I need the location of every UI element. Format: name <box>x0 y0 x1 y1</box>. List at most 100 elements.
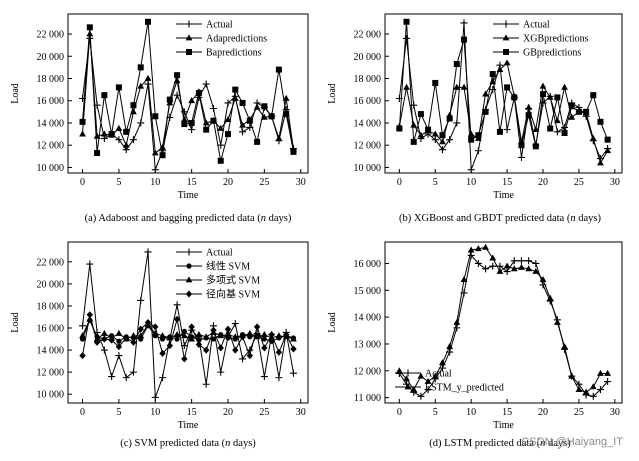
data-point <box>173 331 181 338</box>
data-point <box>460 19 468 27</box>
x-tick-label: 10 <box>150 407 160 418</box>
data-point <box>130 102 137 109</box>
y-tick-label: 16 000 <box>354 259 382 270</box>
data-point <box>174 336 180 342</box>
data-point <box>532 259 540 267</box>
data-point <box>417 392 425 400</box>
data-point <box>202 119 210 126</box>
data-point <box>546 294 554 301</box>
data-point <box>496 128 503 135</box>
data-point <box>525 103 533 110</box>
data-point <box>137 332 145 339</box>
data-point <box>86 24 93 31</box>
data-point <box>546 93 554 100</box>
plot-frame <box>384 13 623 174</box>
data-point <box>568 103 575 110</box>
data-point <box>290 345 297 353</box>
data-point <box>202 380 210 388</box>
data-point <box>239 121 246 128</box>
data-point <box>439 132 446 139</box>
series-line <box>82 251 294 398</box>
data-point <box>474 147 482 155</box>
data-point <box>253 323 261 331</box>
data-point <box>403 34 411 42</box>
data-point <box>290 148 297 155</box>
legend-marker <box>186 49 192 55</box>
data-point <box>525 112 532 119</box>
x-tick-label: 20 <box>223 407 233 418</box>
data-point <box>195 331 203 338</box>
data-point <box>553 318 561 325</box>
data-point <box>159 374 167 382</box>
y-axis-label: Load <box>10 83 21 104</box>
x-tick-label: 5 <box>433 407 438 418</box>
data-point <box>482 90 489 97</box>
plot-frame <box>67 241 309 404</box>
data-point <box>224 116 232 123</box>
data-point <box>79 322 87 330</box>
data-point <box>224 331 232 338</box>
x-tick-label: 30 <box>610 177 620 188</box>
data-point <box>597 159 604 166</box>
x-tick-label: 15 <box>502 407 512 418</box>
data-point <box>425 126 432 133</box>
data-point <box>525 265 533 272</box>
data-point <box>108 373 116 381</box>
data-point <box>503 126 511 134</box>
data-point <box>275 134 283 141</box>
legend-label: XGBpredictions <box>523 34 589 45</box>
x-tick-label: 10 <box>466 407 476 418</box>
data-point <box>137 325 144 333</box>
data-point <box>195 341 203 349</box>
data-point <box>217 368 225 376</box>
data-point <box>130 332 137 339</box>
data-point <box>217 332 225 339</box>
data-point <box>151 393 159 401</box>
data-point <box>180 332 188 339</box>
data-point <box>482 108 489 115</box>
data-point <box>115 84 122 91</box>
data-point <box>589 134 597 141</box>
data-point <box>417 131 425 138</box>
data-point <box>503 262 511 269</box>
data-point <box>417 111 424 118</box>
data-point <box>431 130 439 137</box>
x-tick-label: 20 <box>538 407 548 418</box>
data-point <box>489 262 497 270</box>
series-triangle <box>395 243 612 395</box>
data-point <box>101 335 108 343</box>
y-tick-label: 12 000 <box>37 141 65 152</box>
legend-label: LSTM_y_predicted <box>425 383 504 394</box>
data-point <box>232 346 239 354</box>
data-point <box>596 386 604 394</box>
y-tick-label: 20 000 <box>37 279 65 290</box>
y-axis-label: Load <box>10 312 21 333</box>
legend-label: GBpredictions <box>523 48 581 59</box>
data-point <box>122 334 130 342</box>
legend-marker <box>185 248 193 256</box>
data-point <box>144 319 152 326</box>
data-point <box>180 108 188 116</box>
panel-caption: (a) Adaboost and bagging predicted data … <box>85 213 292 224</box>
panel-svm: 0 5 10 15 20 25 30 10 000 12 000 14 000 16 000 18 0… <box>10 241 309 449</box>
data-point <box>518 142 525 149</box>
data-point <box>129 136 137 144</box>
data-point <box>568 113 576 120</box>
data-point <box>254 138 261 145</box>
legend-marker <box>404 383 412 390</box>
legend-label: 线性 SVM <box>206 260 250 273</box>
data-point <box>217 157 224 164</box>
data-point <box>246 352 254 360</box>
data-point <box>554 94 561 101</box>
y-axis-label: Load <box>327 312 338 333</box>
x-tick-label: 5 <box>433 177 438 188</box>
data-point <box>181 328 187 334</box>
data-point <box>510 257 518 265</box>
y-axis-label: Load <box>327 83 338 104</box>
data-point <box>590 92 597 99</box>
x-tick-label: 30 <box>296 177 306 188</box>
x-tick-label: 30 <box>610 407 620 418</box>
legend-marker <box>185 34 193 41</box>
y-tick-label: 16 000 <box>37 96 65 107</box>
